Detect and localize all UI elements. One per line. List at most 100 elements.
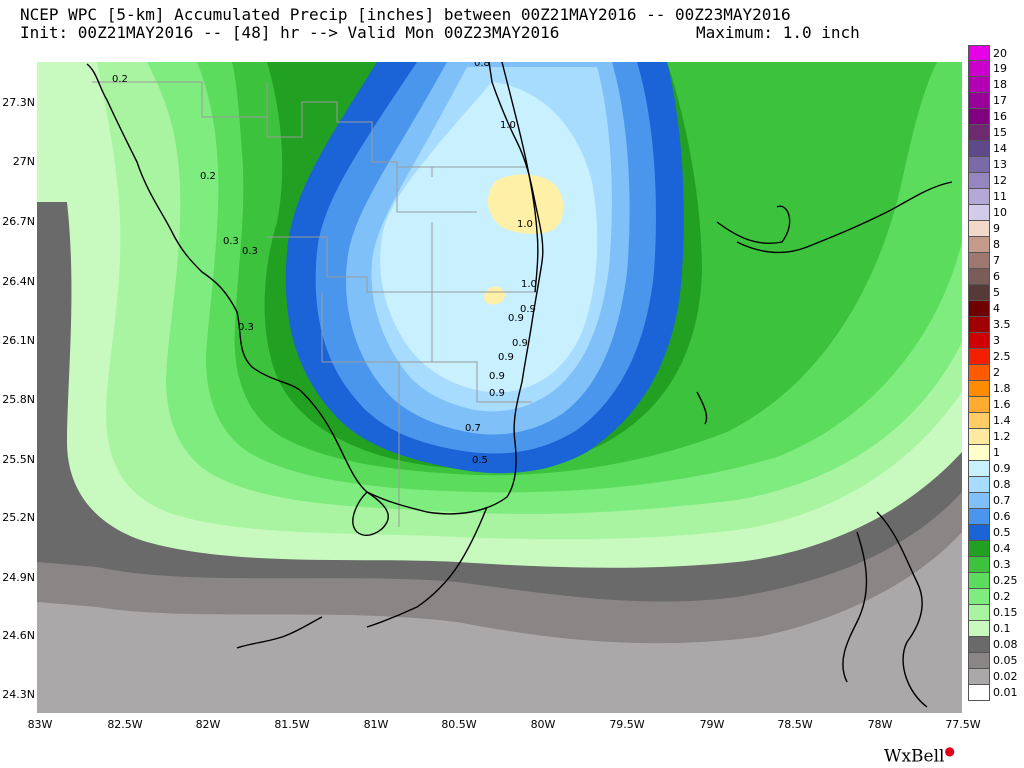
lon-label: 83W	[27, 718, 53, 731]
legend-swatch: 7	[968, 253, 1000, 269]
legend-swatch: 2.5	[968, 349, 1011, 365]
contour-value-label: 0.7	[465, 423, 481, 434]
contour-value-label: 1.0	[521, 279, 537, 290]
precip-band-0.9	[380, 82, 598, 393]
legend-label: 2	[993, 366, 1000, 379]
lat-label: 24.6N	[2, 629, 35, 642]
brand-dot-icon: ●	[944, 744, 955, 758]
legend-label: 20	[993, 47, 1007, 60]
contour-value-label: 0.3	[242, 246, 258, 257]
legend-label: 19	[993, 62, 1007, 75]
lon-label: 82W	[195, 718, 221, 731]
brand-text: WxBell	[884, 746, 945, 767]
legend-swatch: 0.5	[968, 525, 1011, 541]
legend-swatch: 0.8	[968, 477, 1011, 493]
legend-label: 9	[993, 222, 1000, 235]
legend-swatch: 0.15	[968, 605, 1018, 621]
legend-label: 4	[993, 302, 1000, 315]
legend-label: 1	[993, 446, 1000, 459]
legend-label: 16	[993, 110, 1007, 123]
legend-label: 12	[993, 174, 1007, 187]
legend-swatch: 12	[968, 173, 1007, 189]
map-contour-labels: 0.20.20.30.30.30.81.01.01.00.90.90.90.90…	[112, 62, 537, 466]
contour-value-label: 0.9	[520, 304, 536, 315]
legend-swatch: 0.02	[968, 669, 1018, 685]
legend-swatch: 0.1	[968, 621, 1011, 637]
contour-value-label: 0.9	[489, 388, 505, 399]
legend-label: 1.8	[993, 382, 1011, 395]
legend-label: 6	[993, 270, 1000, 283]
legend-swatch: 1	[968, 445, 1000, 461]
legend-swatch: 0.25	[968, 573, 1018, 589]
map-subtitle: Init: 00Z21MAY2016 -- [48] hr --> Valid …	[20, 23, 560, 42]
contour-value-label: 0.3	[223, 236, 239, 247]
legend-label: 0.3	[993, 558, 1011, 571]
lat-label: 26.4N	[2, 275, 35, 288]
legend-label: 2.5	[993, 350, 1011, 363]
lon-label: 81W	[363, 718, 389, 731]
lon-label: 80.5W	[441, 718, 477, 731]
legend-label: 0.6	[993, 510, 1011, 523]
legend-swatch: 1.4	[968, 413, 1011, 429]
legend-label: 0.08	[993, 638, 1018, 651]
legend-label: 14	[993, 142, 1007, 155]
lon-label: 78.5W	[777, 718, 813, 731]
legend-swatch: 0.05	[968, 653, 1018, 669]
legend-swatch: 3.5	[968, 317, 1011, 333]
legend-swatch: 0.2	[968, 589, 1011, 605]
map-title: NCEP WPC [5-km] Accumulated Precip [inch…	[20, 5, 791, 24]
legend-swatch: 0.3	[968, 557, 1011, 573]
county-lines	[92, 81, 537, 527]
lat-label: 27.3N	[2, 96, 35, 109]
contour-value-label: 0.9	[508, 313, 524, 324]
legend-swatch: 10	[968, 205, 1007, 221]
legend-swatch: 1.6	[968, 397, 1011, 413]
legend-label: 0.15	[993, 606, 1018, 619]
legend-label: 0.7	[993, 494, 1011, 507]
contour-value-label: 0.2	[112, 74, 128, 85]
legend-label: 0.9	[993, 462, 1011, 475]
lat-label: 25.5N	[2, 453, 35, 466]
legend-swatch: 0.7	[968, 493, 1011, 509]
lon-label: 78W	[867, 718, 893, 731]
lat-label: 24.9N	[2, 571, 35, 584]
legend-label: 0.01	[993, 686, 1018, 699]
lat-label: 26.1N	[2, 334, 35, 347]
contour-value-label: 1.0	[517, 219, 533, 230]
precip-band-1.0-small	[484, 286, 505, 305]
legend-label: 10	[993, 206, 1007, 219]
precip-map: 0.20.20.30.30.30.81.01.01.00.90.90.90.90…	[37, 62, 962, 713]
contour-value-label: 0.2	[200, 171, 216, 182]
legend-label: 7	[993, 254, 1000, 267]
legend-swatch: 20	[968, 45, 1007, 61]
legend-label: 13	[993, 158, 1007, 171]
legend-swatch: 4	[968, 301, 1000, 317]
legend-swatch: 17	[968, 93, 1007, 109]
lon-label: 80W	[530, 718, 556, 731]
legend-label: 11	[993, 190, 1007, 203]
maximum-value: Maximum: 1.0 inch	[696, 23, 860, 42]
legend-label: 3.5	[993, 318, 1011, 331]
legend-swatch: 13	[968, 157, 1007, 173]
legend-label: 15	[993, 126, 1007, 139]
legend-swatch: 11	[968, 189, 1007, 205]
contour-value-label: 0.9	[489, 371, 505, 382]
lat-label: 26.7N	[2, 215, 35, 228]
wxbell-logo: WxBell●	[884, 744, 955, 767]
legend-swatch: 1.2	[968, 429, 1011, 445]
precip-band-1.0	[487, 174, 564, 234]
legend-label: 0.02	[993, 670, 1018, 683]
legend-swatch: 8	[968, 237, 1000, 253]
lat-label: 24.3N	[2, 688, 35, 701]
legend-label: 0.4	[993, 542, 1011, 555]
legend-label: 1.2	[993, 430, 1011, 443]
legend-swatch: 0.4	[968, 541, 1011, 557]
legend-label: 0.2	[993, 590, 1011, 603]
legend-swatch: 6	[968, 269, 1000, 285]
legend-label: 1.4	[993, 414, 1011, 427]
legend-label: 0.8	[993, 478, 1011, 491]
lat-label: 25.2N	[2, 511, 35, 524]
legend-swatch: 1.8	[968, 381, 1011, 397]
legend-swatch: 2	[968, 365, 1000, 381]
legend-label: 0.5	[993, 526, 1011, 539]
